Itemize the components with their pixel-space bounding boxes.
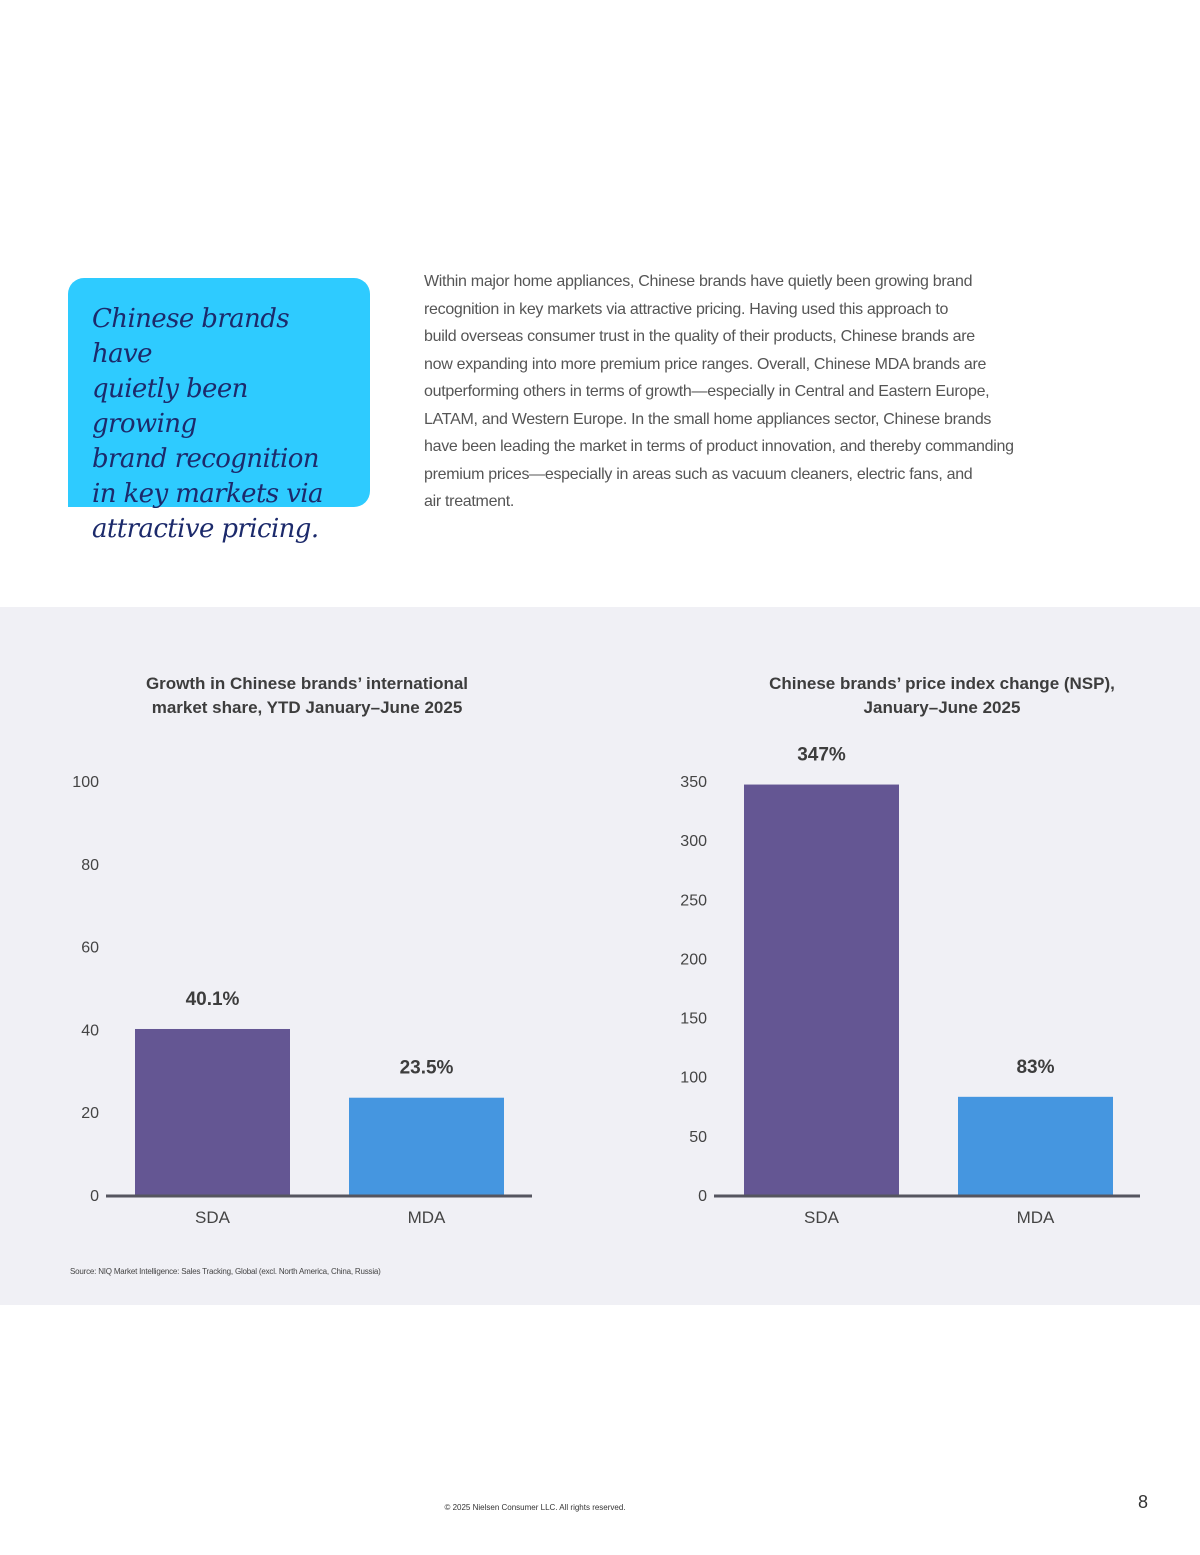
intro-paragraph: Within major home appliances, Chinese br… (424, 273, 1014, 510)
x-category-label: SDA (804, 1208, 840, 1227)
bar-sda (744, 784, 899, 1195)
y-tick-label: 0 (698, 1188, 707, 1205)
callout-box: Chinese brands have quietly been growing… (68, 278, 370, 544)
chart-price-index: 0 50 100 150 200 250 300 350 347% SDA 83% MDA (680, 745, 1140, 1227)
x-category-label: MDA (408, 1208, 446, 1227)
chart-title-market-share: Growth in Chinese brands’ international … (145, 674, 469, 717)
y-tick-label: 50 (689, 1129, 707, 1146)
y-tick-label: 350 (680, 774, 707, 791)
y-tick-label: 60 (81, 940, 99, 957)
value-label: 23.5% (400, 1058, 454, 1079)
bar-mda (349, 1097, 504, 1195)
chart-panel: Growth in Chinese brands’ international … (0, 607, 1200, 1305)
value-label: 40.1% (186, 989, 240, 1010)
y-tick-label: 100 (72, 774, 99, 791)
value-label: 347% (797, 745, 846, 766)
copyright-notice: © 2025 Nielsen Consumer LLC. All rights … (444, 1503, 626, 1512)
chart-market-share: 0 20 40 60 80 100 40.1% SDA 23.5% MDA (72, 774, 532, 1227)
y-tick-label: 200 (680, 951, 707, 968)
y-tick-label: 20 (81, 1105, 99, 1122)
value-label: 83% (1016, 1057, 1054, 1078)
callout-quote: Chinese brands have quietly been growing… (92, 304, 324, 544)
y-tick-label: 250 (680, 892, 707, 909)
y-tick-label: 150 (680, 1011, 707, 1028)
y-tick-label: 100 (680, 1070, 707, 1087)
chart-title-price-index: Chinese brands’ price index change (NSP)… (769, 674, 1115, 717)
bar-sda (135, 1028, 290, 1195)
bar-mda (958, 1096, 1113, 1195)
y-tick-label: 40 (81, 1022, 99, 1039)
page-number: 8 (1138, 1492, 1149, 1512)
y-tick-label: 80 (81, 857, 99, 874)
y-tick-label: 300 (680, 833, 707, 850)
y-tick-label: 0 (90, 1188, 99, 1205)
source-note: Source: NIQ Market Intelligence: Sales T… (70, 1267, 381, 1276)
x-category-label: SDA (195, 1208, 231, 1227)
x-category-label: MDA (1017, 1208, 1055, 1227)
